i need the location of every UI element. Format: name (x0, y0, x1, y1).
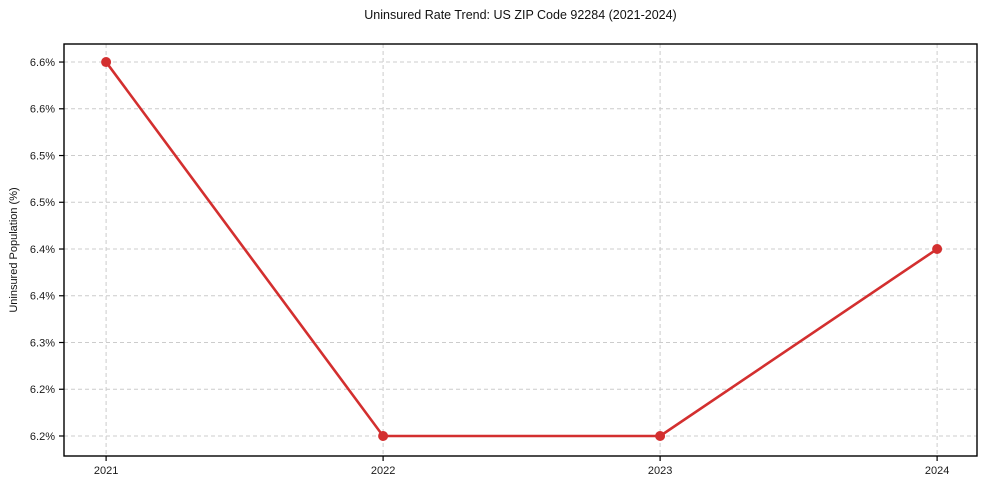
y-tick-label: 6.5% (30, 197, 55, 209)
y-tick-label: 6.6% (30, 104, 55, 116)
y-tick-label: 6.4% (30, 291, 55, 303)
data-point-marker (101, 57, 112, 68)
x-tick-label: 2021 (94, 465, 118, 477)
y-tick-label: 6.6% (30, 57, 55, 69)
x-tick-label: 2024 (925, 465, 949, 477)
y-tick-label: 6.2% (30, 384, 55, 396)
y-tick-label: 6.4% (30, 244, 55, 256)
trend-line (104, 60, 939, 438)
data-point-marker (378, 430, 389, 441)
data-point-marker (655, 430, 666, 441)
chart-title: Uninsured Rate Trend: US ZIP Code 92284 … (364, 8, 677, 22)
y-tick-label: 6.5% (30, 150, 55, 162)
data-point-marker (932, 244, 943, 255)
x-tick-label: 2023 (648, 465, 672, 477)
y-tick-label: 6.3% (30, 337, 55, 349)
x-tick-label: 2022 (371, 465, 395, 477)
plot-border (63, 43, 978, 457)
y-tick-label: 6.2% (30, 431, 55, 443)
